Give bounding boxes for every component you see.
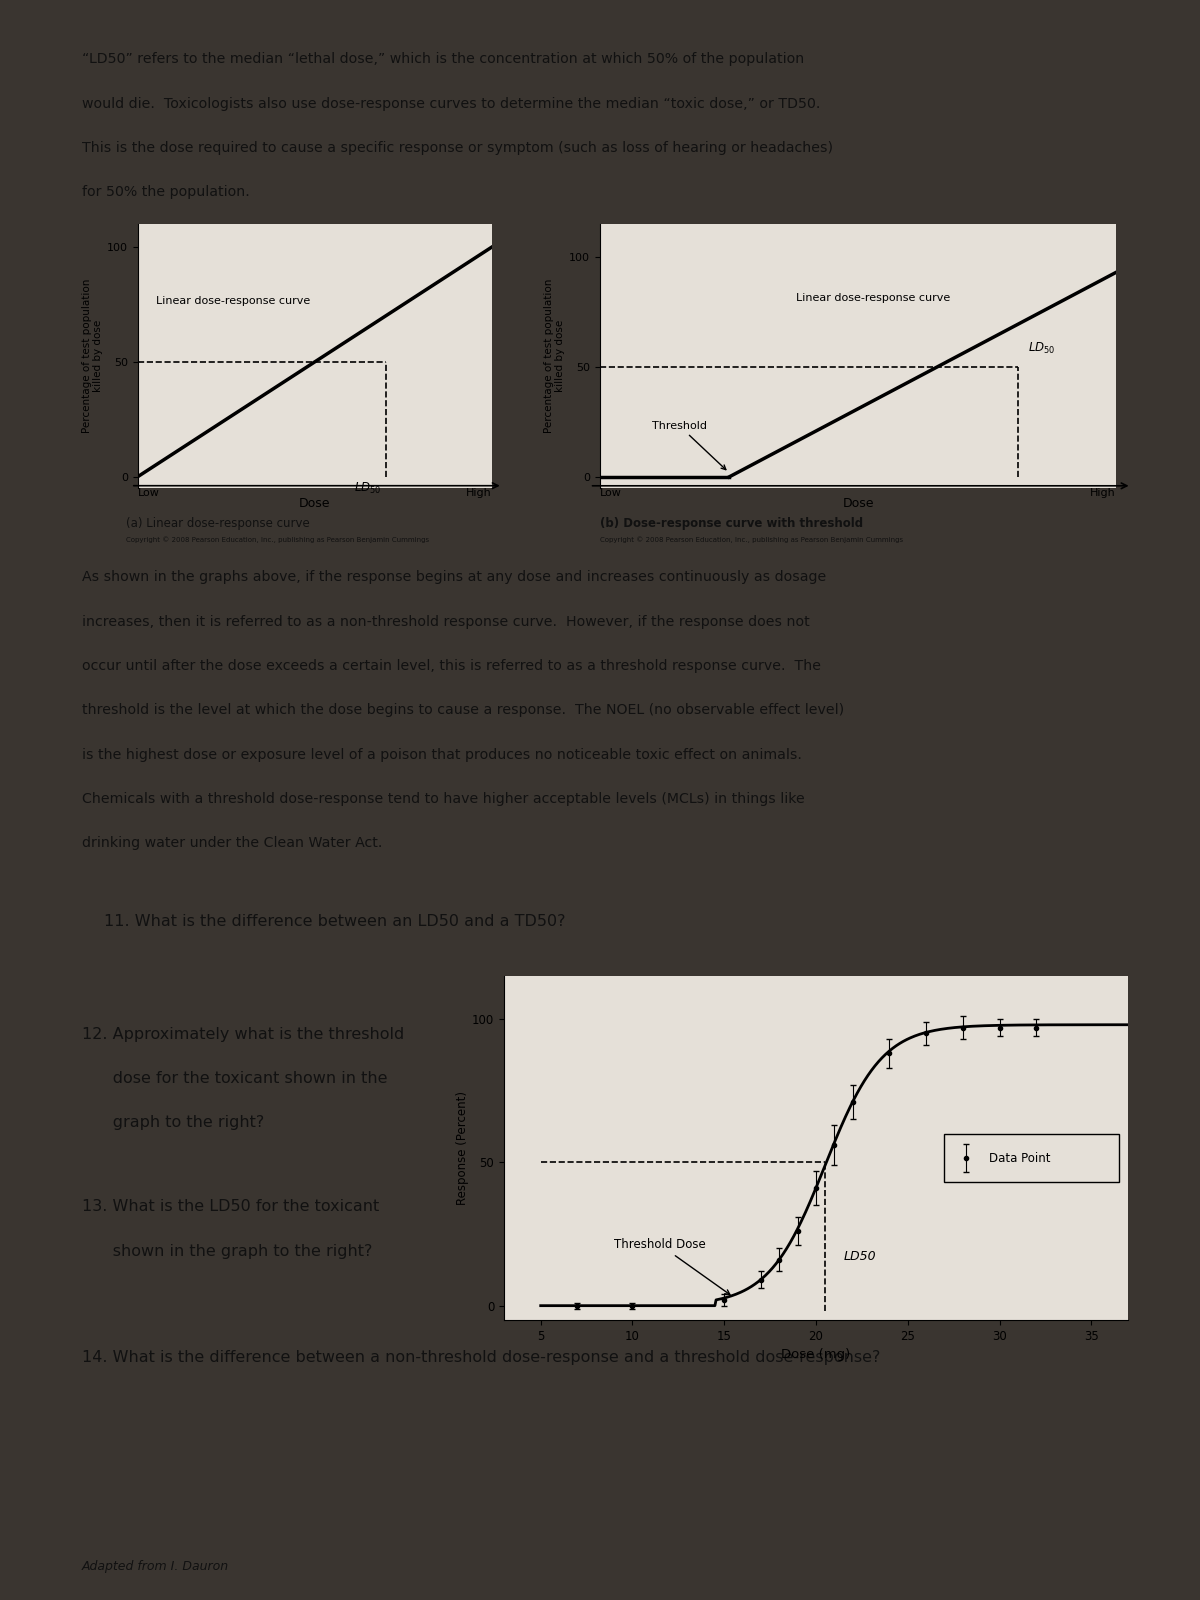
Text: Threshold Dose: Threshold Dose — [614, 1238, 730, 1294]
Text: Low: Low — [138, 488, 160, 498]
Text: (b) Dose-response curve with threshold: (b) Dose-response curve with threshold — [600, 517, 863, 530]
Text: High: High — [467, 488, 492, 498]
Text: Linear dose-response curve: Linear dose-response curve — [156, 296, 310, 306]
Text: 11. What is the difference between an LD50 and a TD50?: 11. What is the difference between an LD… — [104, 914, 566, 930]
Y-axis label: Response (Percent): Response (Percent) — [456, 1091, 469, 1205]
Text: $LD_{50}$: $LD_{50}$ — [1028, 341, 1056, 357]
Text: Copyright © 2008 Pearson Education, Inc., publishing as Pearson Benjamin Cumming: Copyright © 2008 Pearson Education, Inc.… — [600, 536, 904, 542]
Text: 13. What is the LD50 for the toxicant: 13. What is the LD50 for the toxicant — [82, 1198, 379, 1214]
Text: would die.  Toxicologists also use dose-response curves to determine the median : would die. Toxicologists also use dose-r… — [82, 96, 820, 110]
Text: threshold is the level at which the dose begins to cause a response.  The NOEL (: threshold is the level at which the dose… — [82, 704, 844, 717]
X-axis label: Dose (mg): Dose (mg) — [781, 1349, 851, 1362]
Text: 12. Approximately what is the threshold: 12. Approximately what is the threshold — [82, 1027, 404, 1042]
Text: drinking water under the Clean Water Act.: drinking water under the Clean Water Act… — [82, 837, 382, 851]
Text: 14. What is the difference between a non-threshold dose-response and a threshold: 14. What is the difference between a non… — [82, 1350, 880, 1365]
Text: Threshold: Threshold — [652, 421, 726, 470]
Text: LD50: LD50 — [844, 1250, 876, 1262]
Text: (a) Linear dose-response curve: (a) Linear dose-response curve — [126, 517, 310, 530]
Text: increases, then it is referred to as a non-threshold response curve.  However, i: increases, then it is referred to as a n… — [82, 614, 809, 629]
Text: shown in the graph to the right?: shown in the graph to the right? — [82, 1243, 372, 1259]
Y-axis label: Percentage of test population
killed by dose: Percentage of test population killed by … — [544, 278, 565, 434]
Text: Data Point: Data Point — [989, 1152, 1050, 1165]
Text: High: High — [1091, 488, 1116, 498]
Text: As shown in the graphs above, if the response begins at any dose and increases c: As shown in the graphs above, if the res… — [82, 570, 826, 584]
Text: is the highest dose or exposure level of a poison that produces no noticeable to: is the highest dose or exposure level of… — [82, 747, 802, 762]
Text: Chemicals with a threshold dose-response tend to have higher acceptable levels (: Chemicals with a threshold dose-response… — [82, 792, 804, 806]
Text: occur until after the dose exceeds a certain level, this is referred to as a thr: occur until after the dose exceeds a cer… — [82, 659, 821, 674]
Text: This is the dose required to cause a specific response or symptom (such as loss : This is the dose required to cause a spe… — [82, 141, 833, 155]
Text: “LD50” refers to the median “lethal dose,” which is the concentration at which 5: “LD50” refers to the median “lethal dose… — [82, 53, 804, 66]
Text: Dose: Dose — [299, 498, 331, 510]
Text: Dose: Dose — [842, 496, 874, 510]
Bar — [944, 1134, 1118, 1182]
Text: Adapted from I. Dauron: Adapted from I. Dauron — [82, 1560, 229, 1573]
Text: Linear dose-response curve: Linear dose-response curve — [796, 293, 950, 302]
Text: Low: Low — [600, 488, 622, 498]
Text: $LD_{50}$: $LD_{50}$ — [354, 482, 382, 496]
Text: dose for the toxicant shown in the: dose for the toxicant shown in the — [82, 1070, 388, 1086]
Text: for 50% the population.: for 50% the population. — [82, 186, 250, 200]
Y-axis label: Percentage of test population
killed by dose: Percentage of test population killed by … — [82, 278, 103, 434]
Text: Copyright © 2008 Pearson Education, Inc., publishing as Pearson Benjamin Cumming: Copyright © 2008 Pearson Education, Inc.… — [126, 536, 430, 542]
Text: graph to the right?: graph to the right? — [82, 1115, 264, 1130]
